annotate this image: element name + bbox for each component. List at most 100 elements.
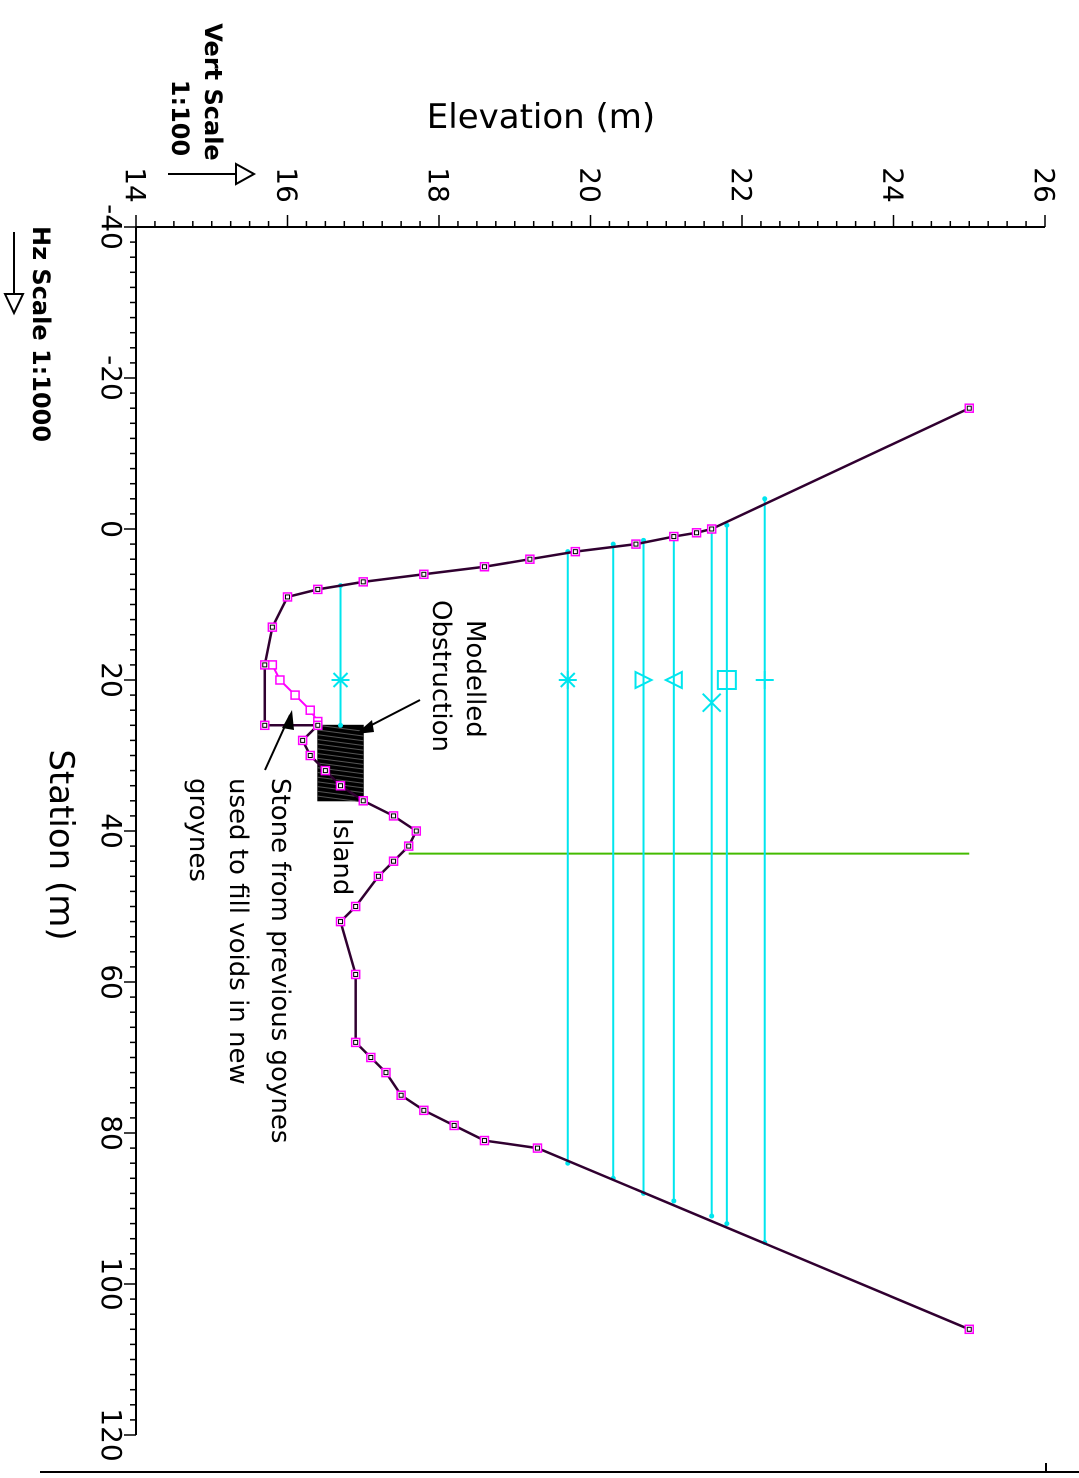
water-levels-layer <box>338 496 970 1245</box>
ground-point-outer <box>525 554 535 564</box>
water-level-endpoint <box>610 541 616 547</box>
elevation-tick-label: 22 <box>725 167 758 203</box>
obstruction-hatch <box>317 753 364 761</box>
ground-point-inner <box>966 1326 972 1332</box>
elevation-tick-label: 20 <box>574 167 607 203</box>
ground-point-inner <box>534 1145 540 1151</box>
stone-pointer-head <box>282 710 294 730</box>
obstruction-label-line2: Obstruction <box>426 600 456 752</box>
obstruction-hatch <box>317 743 364 751</box>
ground-point-outer <box>411 826 422 836</box>
obstruction-hatch <box>317 757 364 765</box>
ground-point-inner <box>421 1107 427 1113</box>
triangle-left-marker <box>663 670 683 690</box>
ground-point-inner <box>694 530 700 536</box>
ground-point-outer <box>479 1135 490 1146</box>
elevation-tick-label: 18 <box>422 167 455 203</box>
elevation-tick-label: 14 <box>119 167 152 203</box>
ground-point-inner <box>633 541 639 547</box>
ground-point-outer <box>335 916 346 927</box>
ground-point-inner <box>353 1039 359 1045</box>
ground-point-outer <box>260 720 270 731</box>
water-level-endpoint <box>724 522 730 528</box>
ground-point-inner <box>421 571 427 577</box>
stone-label-line3: groynes <box>183 778 213 882</box>
ground-point-inner <box>353 971 359 977</box>
stone-fill-point <box>290 690 300 700</box>
obstruction-hatch <box>317 734 364 742</box>
ground-point-inner <box>966 405 972 411</box>
vert-scale-label: Vert Scale <box>199 23 227 160</box>
star-marker-stroke <box>332 672 349 688</box>
ground-point-outer <box>388 856 399 866</box>
ground-point-inner <box>481 1138 487 1144</box>
station-tick-label: 0 <box>95 520 128 538</box>
water-level-endpoint <box>709 1213 715 1219</box>
ground-point-outer <box>631 539 641 549</box>
station-tick-label: 100 <box>95 1257 128 1310</box>
ground-point-outer <box>373 871 384 882</box>
ground-point-outer <box>396 1090 406 1100</box>
ground-point-inner <box>262 722 268 728</box>
ground-point-outer <box>313 584 323 595</box>
station-tick-label: 20 <box>95 662 128 698</box>
vert-scale-indicator: Vert Scale 1:100 <box>166 23 257 186</box>
ground-point-inner <box>262 662 268 668</box>
ground-point-inner <box>383 1070 389 1076</box>
ground-point-inner <box>360 798 366 804</box>
elevation-tick-label: 26 <box>1028 167 1061 203</box>
hz-scale-arrow-head <box>3 293 25 316</box>
obstruction-layer <box>317 724 364 803</box>
stone-fill-point <box>275 675 285 685</box>
obstruction-hatch <box>317 729 364 737</box>
ground-point-outer <box>691 528 702 538</box>
island-label: Island <box>327 818 357 895</box>
station-tick-label: -40 <box>95 204 128 250</box>
station-tick-label: 120 <box>95 1408 128 1461</box>
obstruction-pointer-head <box>356 720 374 734</box>
ground-layer <box>260 403 974 1335</box>
ground-point-outer <box>366 1052 376 1063</box>
asterisk-marker-stroke <box>560 672 576 688</box>
ground-point-outer <box>532 1143 543 1153</box>
obstruction-hatch <box>317 724 364 732</box>
ground-point-inner <box>338 783 344 789</box>
markers-layer <box>331 670 774 713</box>
cross-marker-stroke <box>701 692 722 713</box>
obstruction-hatch <box>317 795 364 803</box>
ground-point-inner <box>368 1055 374 1060</box>
ground-point-outer <box>297 735 308 746</box>
ground-point-inner <box>375 873 381 879</box>
ground-point-inner <box>406 843 412 849</box>
obstruction-hatch <box>317 762 364 770</box>
water-level-endpoint <box>338 722 344 728</box>
ground-point-outer <box>381 1067 391 1078</box>
ground-point-outer <box>419 1105 429 1116</box>
ground-point-outer <box>964 403 974 413</box>
y-axis-title: Elevation (m) <box>427 97 655 137</box>
ground-point-outer <box>358 577 368 587</box>
triangle-right-marker <box>634 670 654 690</box>
ground-point-outer <box>282 592 293 602</box>
obstruction-hatch <box>317 776 364 784</box>
square-marker <box>716 670 737 690</box>
stone-fill-point <box>267 660 278 670</box>
ground-point-outer <box>305 750 315 761</box>
axes-layer: 14 16 18 20 22 24 26 -40 -20 0 20 40 60 80 100 120 <box>95 167 1061 1462</box>
x-axis-title: Station (m) <box>41 749 81 940</box>
ground-point-outer <box>267 622 278 632</box>
obstruction-annotation: Modelled Obstruction <box>356 600 490 752</box>
ground-point-outer <box>260 660 270 670</box>
ground-point-inner <box>398 1092 404 1098</box>
ground-point-inner <box>307 753 313 758</box>
station-tick-label: 80 <box>95 1115 128 1151</box>
ground-point-outer <box>350 969 361 980</box>
ground-point-inner <box>572 549 578 555</box>
ground-point-inner <box>360 579 366 585</box>
ground-point-inner <box>338 919 344 925</box>
hz-scale-indicator: Hz Scale 1:1000 <box>3 226 55 442</box>
obstruction-label-line1: Modelled <box>460 620 490 738</box>
ground-point-outer <box>964 1324 974 1335</box>
ground-point-outer <box>335 780 346 791</box>
